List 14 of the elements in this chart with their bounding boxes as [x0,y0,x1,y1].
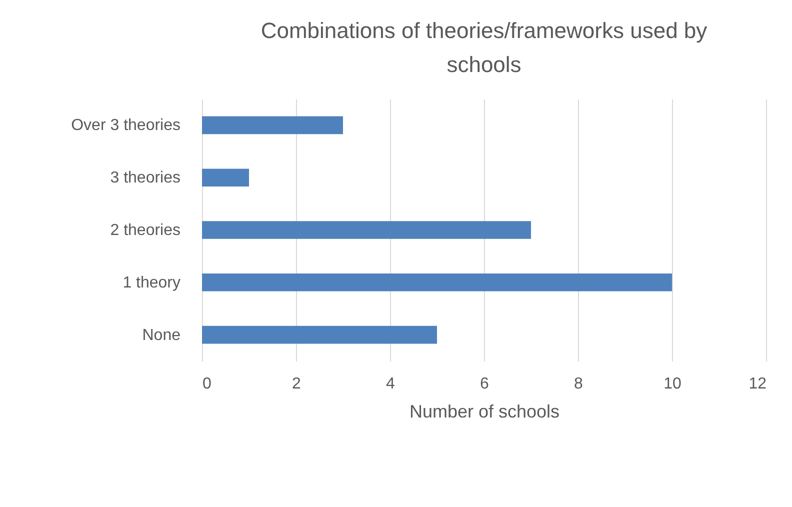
x-tick-label: 8 [574,376,584,392]
y-tick-label: None [142,326,181,344]
x-tick-label: 4 [386,376,396,392]
x-tick-label: 10 [664,376,682,392]
chart-title: Combinations of theories/frameworks used by schools [260,18,708,77]
x-tick-label: 6 [480,376,490,392]
y-tick-label: 2 theories [110,222,180,239]
x-tick-label: 0 [202,376,212,392]
x-tick-label: 2 [292,376,302,392]
y-tick-label: 3 theories [110,170,180,187]
y-tick-label: Over 3 theories [71,117,180,134]
y-tick-label: 1 theory [122,274,180,292]
x-axis-title: Number of schools [409,402,560,422]
x-tick-label: 12 [748,376,767,392]
